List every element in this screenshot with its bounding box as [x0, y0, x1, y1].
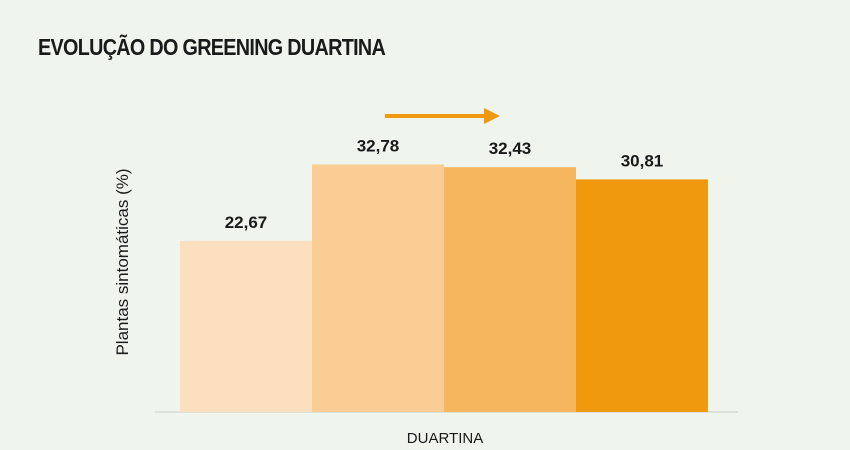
- bar-value-label-3: 32,43: [489, 139, 532, 158]
- trend-arrow-icon: [385, 108, 500, 124]
- y-axis-title: Plantas sintomáticas (%): [113, 168, 132, 355]
- x-category-label: DUARTINA: [407, 430, 483, 447]
- bar-value-label-2: 32,78: [357, 137, 400, 156]
- value-labels-group: 22,67 32,78 32,43 30,81: [225, 137, 664, 232]
- chart-title: EVOLUÇÃO DO GREENING DUARTINA: [38, 34, 386, 60]
- bar-2: [312, 164, 444, 412]
- bar-value-label-1: 22,67: [225, 213, 268, 232]
- bar-value-label-4: 30,81: [621, 151, 664, 170]
- bar-4: [576, 179, 708, 412]
- bar-1: [180, 240, 312, 412]
- bar-3: [444, 167, 576, 412]
- bars-group: [180, 164, 708, 412]
